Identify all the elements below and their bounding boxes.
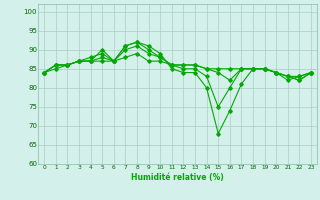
X-axis label: Humidité relative (%): Humidité relative (%) (131, 173, 224, 182)
